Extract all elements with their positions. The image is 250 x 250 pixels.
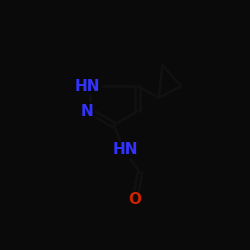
Text: HN: HN — [75, 79, 100, 94]
Text: N: N — [81, 104, 94, 119]
Text: HN: HN — [112, 142, 138, 158]
Text: O: O — [128, 192, 141, 208]
